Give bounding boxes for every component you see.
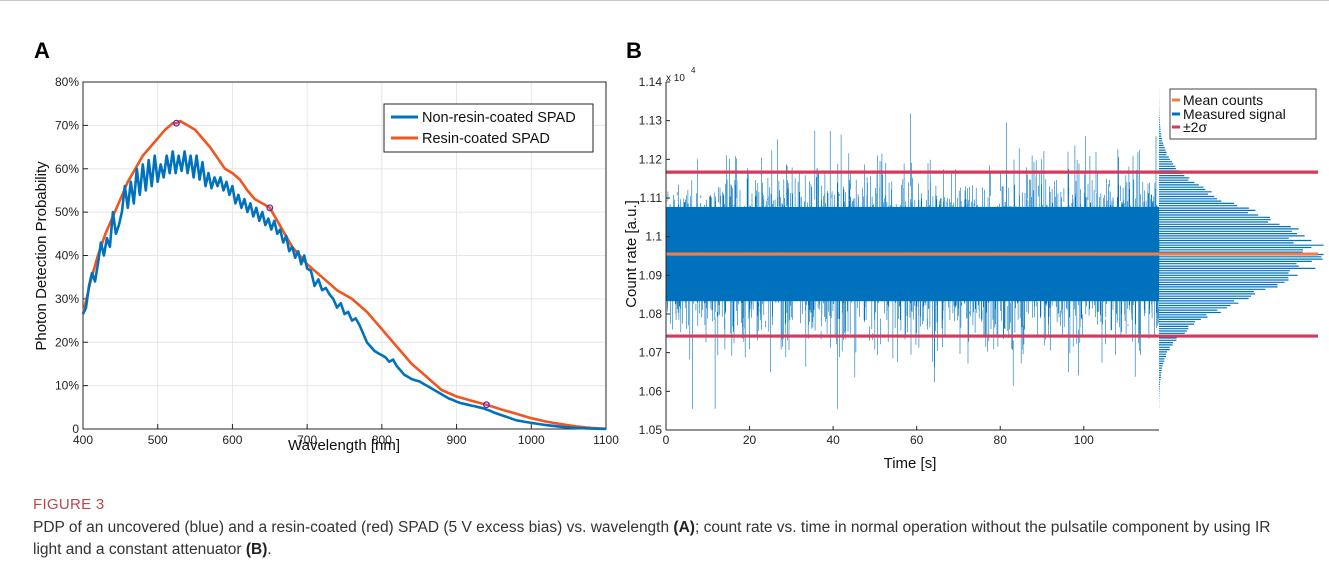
count-rate-y-tick-label: 1.13 [639, 114, 663, 128]
count-rate-x-axis-label: Time [s] [884, 455, 937, 472]
count-rate-axes [665, 81, 1159, 431]
pdp-y-tick-label: 40% [55, 249, 79, 263]
pdp-y-tick-label: 30% [55, 292, 79, 306]
count-rate-chart: 0 20 40 60 80 100 1.05 1.06 1.07 1.08 1.09 1.1 1.11 1… [623, 66, 1324, 472]
caption-part-2: ; count rate vs. time in normal operatio… [33, 519, 1271, 558]
pdp-markers [172, 119, 490, 409]
count-rate-y-axis-label: Count rate [a.u.] [623, 200, 640, 308]
pdp-marker [172, 119, 180, 127]
pdp-y-tick-label: 60% [55, 162, 79, 176]
pdp-tick-labels: 400 500 600 700 800 900 1000 1100 0 10% 20% 30% 40% 5… [55, 75, 619, 447]
series-line-non-resin [81, 150, 607, 431]
caption-part-1: PDP of an uncovered (blue) and a resin-c… [33, 519, 674, 536]
pdp-x-tick-label: 500 [148, 433, 168, 447]
count-rate-x-tick-label: 0 [663, 433, 670, 447]
count-rate-x-tick-label: 20 [743, 433, 757, 447]
count-rate-x-tick-label: 60 [910, 433, 924, 447]
pdp-y-tick-label: 20% [55, 335, 79, 349]
panel-letter-a: A [34, 38, 50, 63]
legend-label-resin: Resin-coated SPAD [422, 131, 550, 147]
count-rate-y-tick-label: 1.11 [640, 191, 663, 205]
measured-signal-trace [665, 113, 1160, 409]
count-rate-y-tick-label: 1.14 [639, 75, 663, 89]
figure-caption-text: PDP of an uncovered (blue) and a resin-c… [33, 517, 1303, 561]
count-rate-y-tick-label: 1.05 [639, 423, 663, 437]
pdp-x-axis-label: Wavelength [nm] [288, 437, 400, 454]
pdp-x-tick-label: 600 [222, 433, 242, 447]
count-rate-y-tick-label: 1.07 [639, 346, 663, 360]
pdp-x-tick-label: 400 [73, 433, 93, 447]
figure-label: FIGURE 3 [33, 496, 105, 513]
count-rate-y-tick-label: 1.12 [639, 152, 663, 166]
pdp-x-tick-label: 1100 [593, 433, 619, 447]
pdp-y-tick-label: 80% [55, 75, 79, 89]
pdp-y-axis-label: Photon Detection Probability [33, 161, 50, 351]
count-rate-legend-box [1169, 88, 1317, 140]
caption-ref-b: (B) [245, 541, 268, 558]
count-rate-y-tick-label: 1.09 [639, 268, 663, 282]
pdp-chart: 400 500 600 700 800 900 1000 1100 0 10% 20% 30% 40% 5… [33, 75, 619, 454]
legend-label-sigma: ±2σ [1183, 119, 1207, 135]
panel-letter-b: B [626, 38, 642, 63]
count-rate-x-tick-label: 40 [826, 433, 840, 447]
count-rate-y-tick-label: 1.08 [639, 307, 663, 321]
count-rate-x-tick-label: 80 [994, 433, 1008, 447]
pdp-marker [483, 401, 490, 409]
pdp-legend: Non-resin-coated SPAD Resin-coated SPAD [383, 103, 594, 153]
y-exponent-power: 4 [691, 66, 696, 75]
pdp-series [81, 119, 607, 431]
legend-label-mean: Mean counts [1183, 92, 1263, 108]
count-rate-y-tick-label: 1.1 [645, 230, 662, 244]
pdp-x-tick-label: 1000 [518, 433, 545, 447]
reference-lines [666, 170, 1318, 338]
pdp-marker [266, 204, 274, 212]
y-exponent-label: x 10 [666, 73, 685, 84]
caption-ref-a: (A) [673, 519, 695, 536]
pdp-y-tick-label: 0 [72, 422, 79, 436]
top-divider [0, 0, 1329, 1]
pdp-y-tick-label: 50% [55, 205, 79, 219]
caption-part-3: . [267, 541, 272, 558]
pdp-x-tick-label: 900 [447, 433, 467, 447]
pdp-x-tick-label: 700 [297, 433, 317, 447]
count-rate-x-tick-label: 100 [1074, 433, 1094, 447]
legend-label-non-resin: Non-resin-coated SPAD [422, 110, 576, 126]
figure-caption: FIGURE 3 PDP of an uncovered (blue) and … [33, 496, 1303, 561]
pdp-legend-box [383, 103, 594, 153]
count-rate-legend: Mean counts Measured signal ±2σ [1169, 88, 1317, 140]
count-rate-y-tick-label: 1.06 [639, 384, 663, 398]
pdp-y-tick-label: 70% [55, 118, 79, 132]
series-line-resin [81, 119, 607, 431]
count-rate-tick-labels: 0 20 40 60 80 100 1.05 1.06 1.07 1.08 1.09 1.1 1.11 1… [639, 75, 1094, 447]
pdp-x-tick-label: 800 [372, 433, 392, 447]
legend-label-signal: Measured signal [1183, 106, 1286, 122]
pdp-y-tick-label: 10% [55, 379, 79, 393]
